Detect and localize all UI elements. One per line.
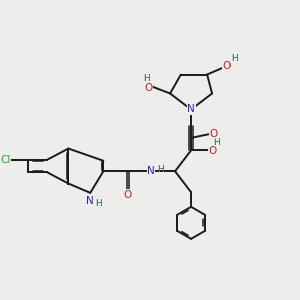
Text: Cl: Cl xyxy=(0,154,11,165)
Text: N: N xyxy=(147,166,155,176)
Text: H: H xyxy=(95,200,102,208)
Text: O: O xyxy=(123,190,131,200)
Text: O: O xyxy=(145,82,153,93)
Text: H: H xyxy=(214,138,220,147)
Text: O: O xyxy=(123,190,131,200)
Text: N: N xyxy=(86,196,94,206)
Text: N: N xyxy=(187,104,195,115)
Text: Cl: Cl xyxy=(0,154,11,165)
Text: O: O xyxy=(208,146,216,156)
Text: H: H xyxy=(143,74,150,83)
Text: N: N xyxy=(147,166,155,176)
Text: H: H xyxy=(214,138,220,147)
Text: H: H xyxy=(157,165,164,174)
Text: O: O xyxy=(210,129,218,139)
Text: H: H xyxy=(231,54,238,63)
Text: O: O xyxy=(145,82,153,93)
Text: O: O xyxy=(222,61,230,71)
Text: N: N xyxy=(187,104,195,115)
Text: N: N xyxy=(86,196,94,206)
Text: H: H xyxy=(143,74,150,83)
Text: H: H xyxy=(157,165,164,174)
Text: O: O xyxy=(210,129,218,139)
Text: O: O xyxy=(208,146,216,156)
Text: H: H xyxy=(95,200,102,208)
Text: O: O xyxy=(222,61,230,71)
Text: H: H xyxy=(231,54,238,63)
